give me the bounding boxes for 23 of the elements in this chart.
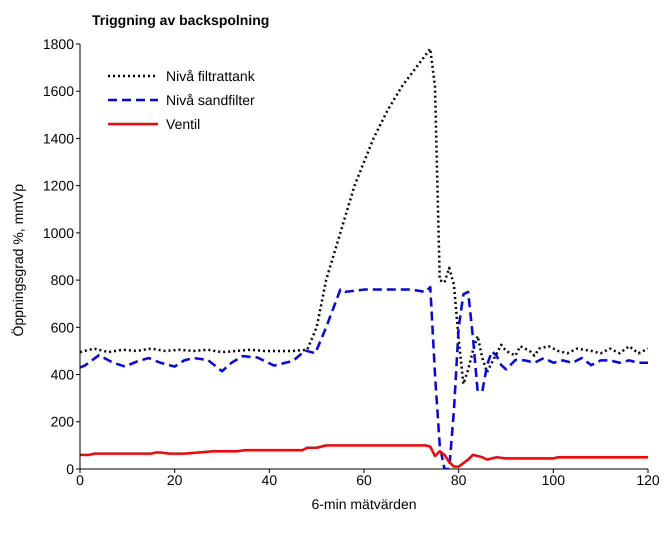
y-tick-label: 0	[66, 460, 74, 477]
y-axis-title: Öppningsgrad %, mmVp	[10, 184, 26, 336]
x-tick-label: 40	[262, 472, 278, 488]
x-axis-title: 6-min mätvärden	[311, 496, 417, 512]
legend-label: Nivå filtrattank	[166, 68, 255, 84]
x-tick-label: 60	[356, 472, 372, 488]
y-tick-label: 800	[50, 272, 74, 288]
y-tick-label: 200	[50, 414, 74, 430]
legend-label: Ventil	[166, 116, 200, 132]
x-tick-label: 100	[542, 472, 566, 488]
y-tick-label: 600	[50, 319, 74, 336]
y-tick-label: 1800	[42, 36, 74, 52]
y-tick-label: 1000	[42, 224, 74, 241]
x-tick-label: 20	[166, 472, 183, 488]
x-tick-label: 120	[636, 472, 660, 488]
y-tick-label: 1400	[42, 130, 74, 146]
legend-label: Nivå sandfilter	[166, 92, 255, 108]
x-tick-label: 0	[76, 472, 84, 488]
y-tick-label: 1200	[42, 178, 74, 194]
x-tick-label: 80	[450, 472, 467, 488]
chart-title: Triggning av backspolning	[92, 12, 270, 28]
y-tick-label: 400	[50, 366, 74, 383]
y-tick-label: 1600	[42, 83, 74, 100]
